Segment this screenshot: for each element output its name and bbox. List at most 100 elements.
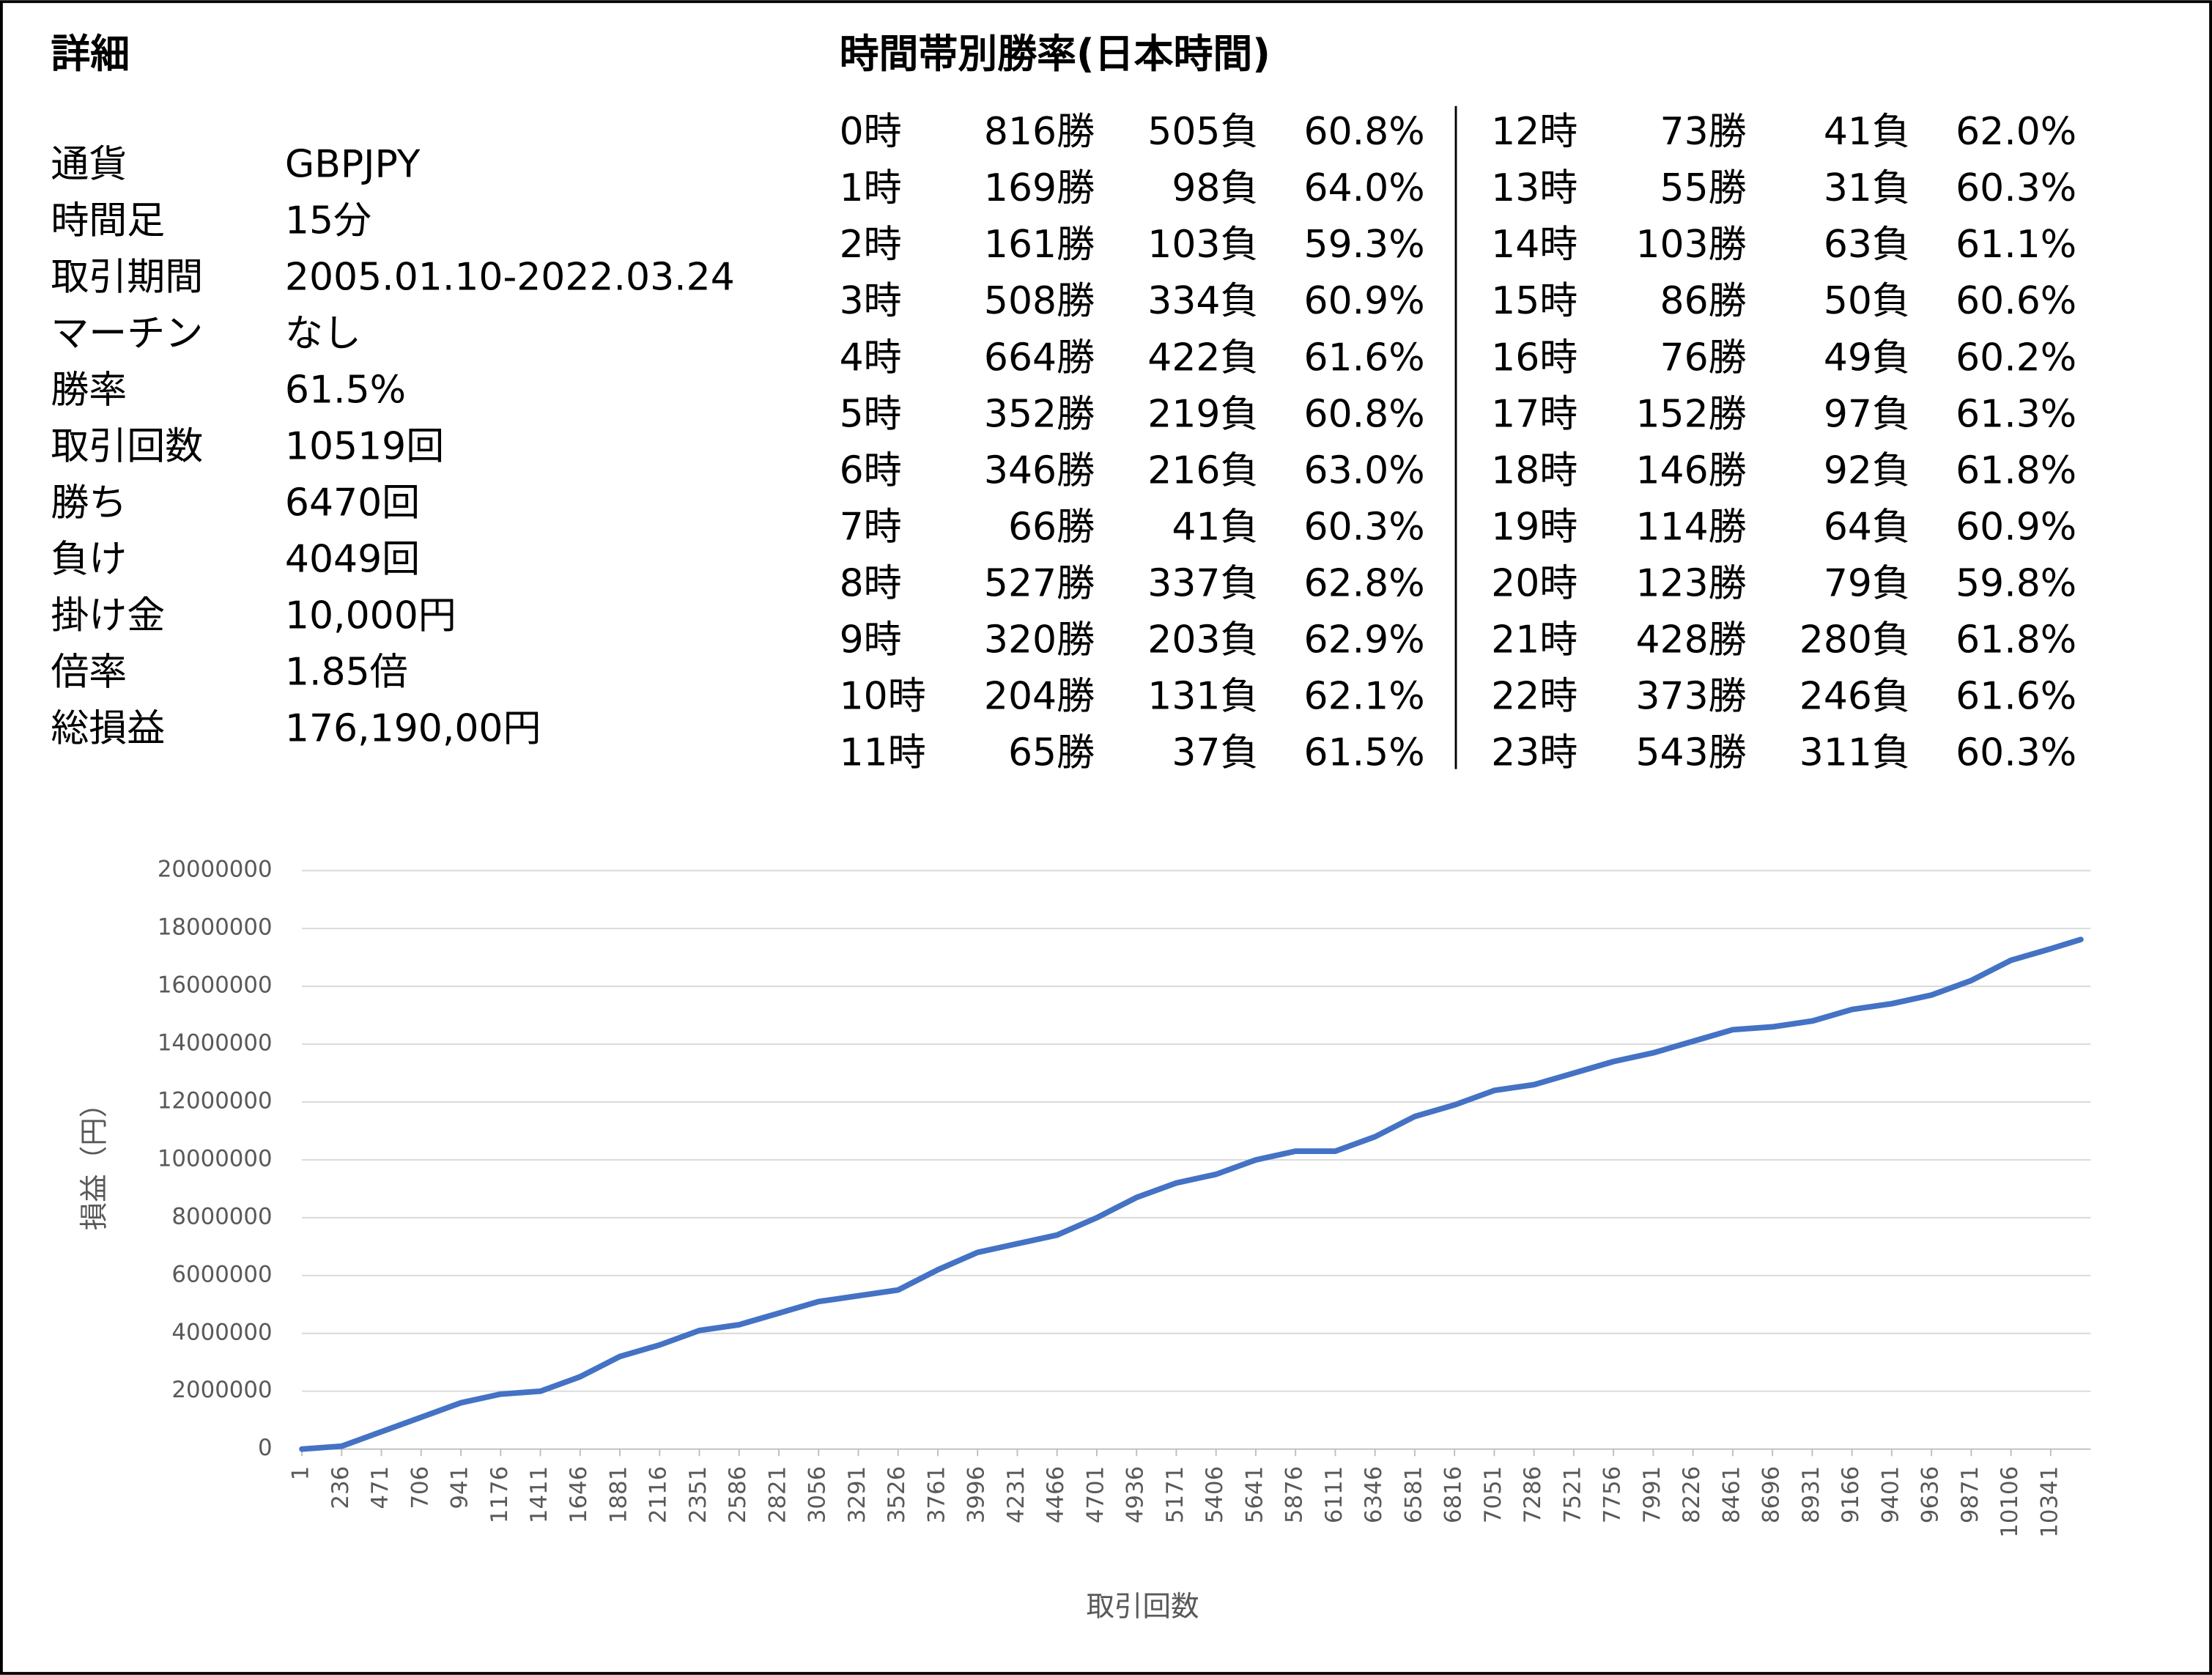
wins: 543勝 [1635, 731, 1746, 774]
x-tick-label: 8226 [1679, 1466, 1705, 1523]
detail-value: 15分 [285, 199, 371, 243]
hour: 22時 [1491, 674, 1577, 718]
hour: 15時 [1491, 279, 1577, 323]
y-tick-label: 16000000 [158, 972, 273, 999]
line [299, 936, 2084, 1452]
win-rate: 62.1% [1304, 674, 1425, 718]
detail-label: 取引回数 [51, 425, 203, 469]
y-tick-label: 14000000 [158, 1030, 273, 1057]
x-tick-label: 3996 [963, 1466, 990, 1523]
losses: 49負 [1824, 336, 1910, 380]
losses: 50負 [1824, 279, 1910, 323]
losses: 337負 [1147, 561, 1258, 605]
hour: 17時 [1491, 392, 1577, 436]
detail-label: 掛け金 [51, 594, 165, 638]
hour: 23時 [1491, 731, 1577, 774]
wins: 114勝 [1635, 505, 1746, 549]
win-rate: 62.9% [1304, 618, 1425, 662]
win-rate: 61.3% [1956, 392, 2076, 436]
losses: 219負 [1147, 392, 1258, 436]
win-rate: 61.1% [1956, 223, 2076, 267]
win-rate: 59.8% [1956, 561, 2076, 605]
losses: 97負 [1824, 392, 1910, 436]
win-rate: 61.5% [1304, 731, 1425, 774]
hour: 1時 [840, 166, 902, 210]
x-tick-label: 2821 [764, 1466, 791, 1523]
x-tick-label: 3761 [923, 1466, 950, 1523]
x-tick-label: 6581 [1400, 1466, 1427, 1523]
x-tick-label: 1646 [566, 1466, 592, 1523]
detail-label: 時間足 [51, 199, 165, 243]
detail-label: 勝ち [51, 481, 127, 525]
win-rate: 60.6% [1956, 279, 2076, 323]
x-tick-label: 3291 [844, 1466, 870, 1523]
wins: 428勝 [1635, 618, 1746, 662]
losses: 63負 [1824, 223, 1910, 267]
y-tick-label: 12000000 [158, 1088, 273, 1114]
wins: 103勝 [1635, 223, 1746, 267]
wins: 352勝 [984, 392, 1095, 436]
detail-value: GBPJPY [285, 142, 421, 186]
x-tick-label: 7286 [1520, 1466, 1546, 1523]
win-rate: 60.3% [1956, 166, 2076, 210]
losses: 280負 [1799, 618, 1910, 662]
wins: 161勝 [984, 223, 1095, 267]
y-axis-label: 損益（円） [78, 1090, 111, 1231]
detail-label: マーチン [51, 312, 203, 356]
wins: 169勝 [984, 166, 1095, 210]
hour: 9時 [840, 618, 902, 662]
x-tick-label: 10341 [2036, 1466, 2063, 1538]
x-tick-label: 6816 [1440, 1466, 1467, 1523]
hour: 3時 [840, 279, 902, 323]
y-tick-label: 10000000 [158, 1145, 273, 1172]
detail-label: 取引期間 [51, 256, 203, 300]
x-tick-label: 236 [328, 1466, 354, 1509]
y-tick-label: 20000000 [158, 857, 273, 883]
x-tick-label: 4936 [1122, 1466, 1149, 1523]
losses: 31負 [1824, 166, 1910, 210]
x-tick-label: 6111 [1321, 1466, 1347, 1523]
wins: 664勝 [984, 336, 1095, 380]
detail-label: 勝率 [51, 369, 127, 413]
x-tick-label: 2351 [685, 1466, 711, 1523]
hour: 21時 [1491, 618, 1577, 662]
hour: 14時 [1491, 223, 1577, 267]
wins: 146勝 [1635, 448, 1746, 492]
hour: 20時 [1491, 561, 1577, 605]
win-rate: 60.2% [1956, 336, 2076, 380]
win-rate: 62.0% [1956, 110, 2076, 154]
win-rate: 64.0% [1304, 166, 1425, 210]
hour: 11時 [840, 731, 926, 774]
losses: 37負 [1172, 731, 1258, 774]
x-tick-label: 7991 [1639, 1466, 1665, 1523]
losses: 422負 [1147, 336, 1258, 380]
hour: 16時 [1491, 336, 1577, 380]
hour: 4時 [840, 336, 902, 380]
wins: 346勝 [984, 448, 1095, 492]
detail-value: 10519回 [285, 425, 444, 469]
detail-value: 6470回 [285, 481, 420, 525]
wins: 65勝 [1008, 731, 1095, 774]
x-tick-label: 1411 [526, 1466, 552, 1523]
win-rate: 60.3% [1956, 731, 2076, 774]
x-axis-label: 取引回数 [1087, 1591, 1199, 1624]
x-tick-label: 7521 [1559, 1466, 1586, 1523]
details-title: 詳細 [51, 31, 130, 77]
x-tick-label: 6346 [1361, 1466, 1387, 1523]
win-rate: 60.9% [1956, 505, 2076, 549]
losses: 103負 [1147, 223, 1258, 267]
detail-label: 倍率 [51, 651, 127, 695]
win-rate: 60.8% [1304, 110, 1425, 154]
x-tick-label: 706 [407, 1466, 433, 1509]
y-tick-label: 6000000 [171, 1261, 272, 1287]
losses: 64負 [1824, 505, 1910, 549]
hour: 19時 [1491, 505, 1577, 549]
hour: 2時 [840, 223, 902, 267]
losses: 334負 [1147, 279, 1258, 323]
wins: 508勝 [984, 279, 1095, 323]
hour: 6時 [840, 448, 902, 492]
x-tick-label: 3056 [804, 1466, 831, 1523]
wins: 73勝 [1660, 110, 1747, 154]
losses: 98負 [1172, 166, 1258, 210]
